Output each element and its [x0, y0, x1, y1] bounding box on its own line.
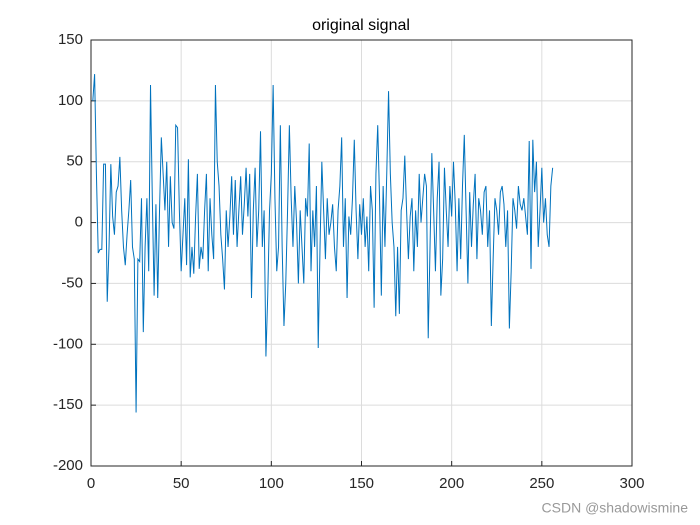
y-tick-label: 50 — [66, 153, 83, 170]
x-tick-label: 300 — [619, 475, 644, 492]
y-tick-label: -100 — [53, 335, 83, 352]
x-tick-label: 250 — [529, 475, 554, 492]
x-tick-label: 50 — [173, 475, 190, 492]
x-tick-label: 200 — [439, 475, 464, 492]
y-tick-label: 0 — [75, 214, 83, 231]
y-tick-label: -50 — [61, 274, 83, 291]
plot-frame — [90, 39, 633, 467]
chart-title: original signal — [312, 17, 410, 34]
y-tick-label: 100 — [58, 92, 83, 109]
signal-line — [92, 74, 554, 413]
y-tick-label: -200 — [53, 457, 83, 474]
x-tick-label: 0 — [87, 475, 95, 492]
x-tick-label: 100 — [259, 475, 284, 492]
x-tick-label: 150 — [349, 475, 374, 492]
y-tick-label: -150 — [53, 396, 83, 413]
y-tick-label: 150 — [58, 31, 83, 48]
watermark: CSDN @shadowismine — [542, 500, 689, 516]
